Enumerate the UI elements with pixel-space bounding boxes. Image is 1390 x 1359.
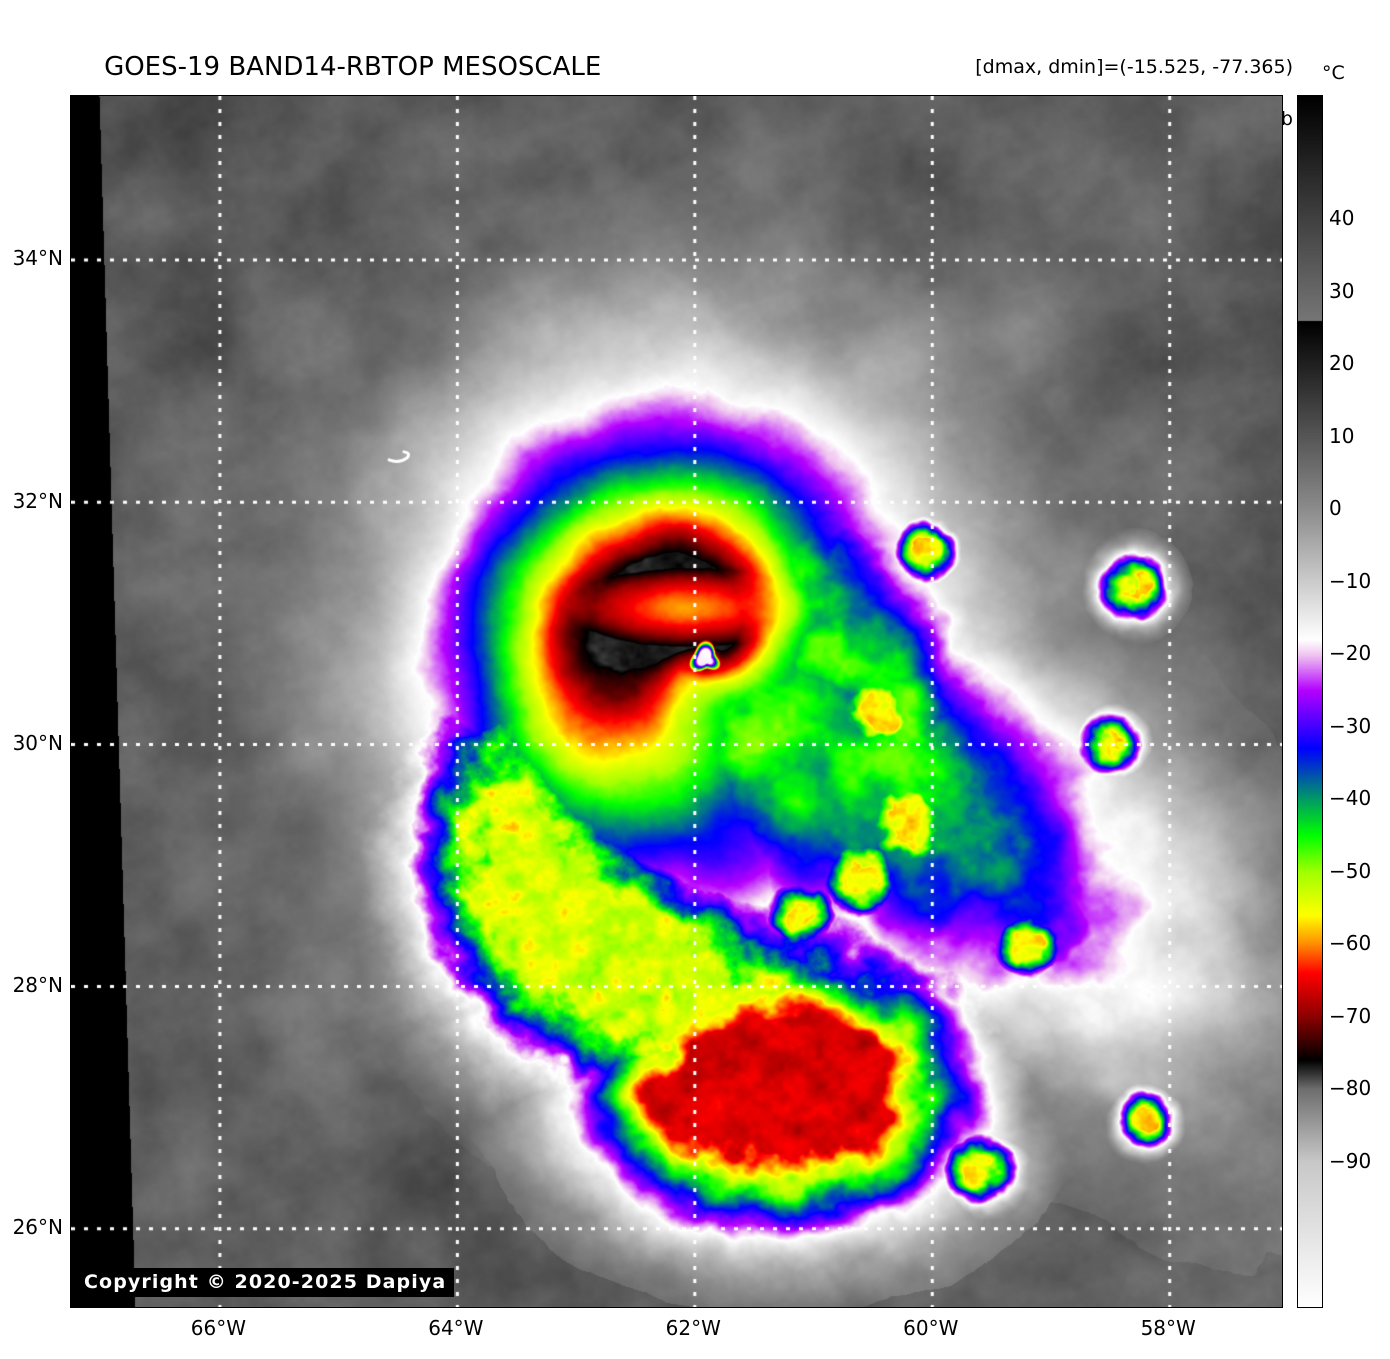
cbar-tick-1: 30 xyxy=(1329,278,1355,303)
cbar-tick-13: −90 xyxy=(1329,1148,1372,1173)
colorbar-units-label: °C xyxy=(1322,62,1345,84)
lon-tick-0: 66°W xyxy=(190,1316,247,1340)
lon-tick-4: 58°W xyxy=(1140,1316,1196,1340)
cbar-tick-7: −30 xyxy=(1329,713,1372,738)
cbar-tick-12: −80 xyxy=(1329,1076,1372,1101)
lon-tick-2: 62°W xyxy=(665,1316,721,1340)
cbar-tick-2: 20 xyxy=(1329,351,1355,376)
cbar-tick-8: −40 xyxy=(1329,786,1372,811)
colorbar-gradient xyxy=(1298,96,1322,1307)
lat-tick-4: 26°N xyxy=(12,1215,63,1240)
cbar-tick-5: −10 xyxy=(1329,568,1372,593)
cbar-tick-10: −60 xyxy=(1329,931,1372,956)
temperature-colorbar xyxy=(1297,95,1323,1308)
cbar-tick-11: −70 xyxy=(1329,1003,1372,1028)
lon-tick-1: 64°W xyxy=(428,1316,484,1340)
data-minmax-label: [dmax, dmin]=(-15.525, -77.365) xyxy=(975,56,1293,78)
cbar-tick-6: −20 xyxy=(1329,641,1372,666)
satellite-plot-area: Copyright © 2020-2025 Dapiya xyxy=(70,95,1283,1308)
cbar-tick-3: 10 xyxy=(1329,423,1355,448)
lat-tick-0: 34°N xyxy=(12,246,63,271)
cbar-tick-4: 0 xyxy=(1329,496,1342,521)
copyright-label: Copyright © 2020-2025 Dapiya xyxy=(76,1268,455,1297)
page-title: GOES-19 BAND14-RBTOP MESOSCALE xyxy=(104,52,602,82)
lat-tick-3: 28°N xyxy=(12,973,63,998)
cbar-tick-9: −50 xyxy=(1329,858,1372,883)
lon-tick-3: 60°W xyxy=(903,1316,959,1340)
lat-tick-1: 32°N xyxy=(12,488,63,513)
satellite-imagery-canvas xyxy=(71,96,1282,1307)
lat-tick-2: 30°N xyxy=(12,730,63,755)
cbar-tick-0: 40 xyxy=(1329,206,1355,231)
